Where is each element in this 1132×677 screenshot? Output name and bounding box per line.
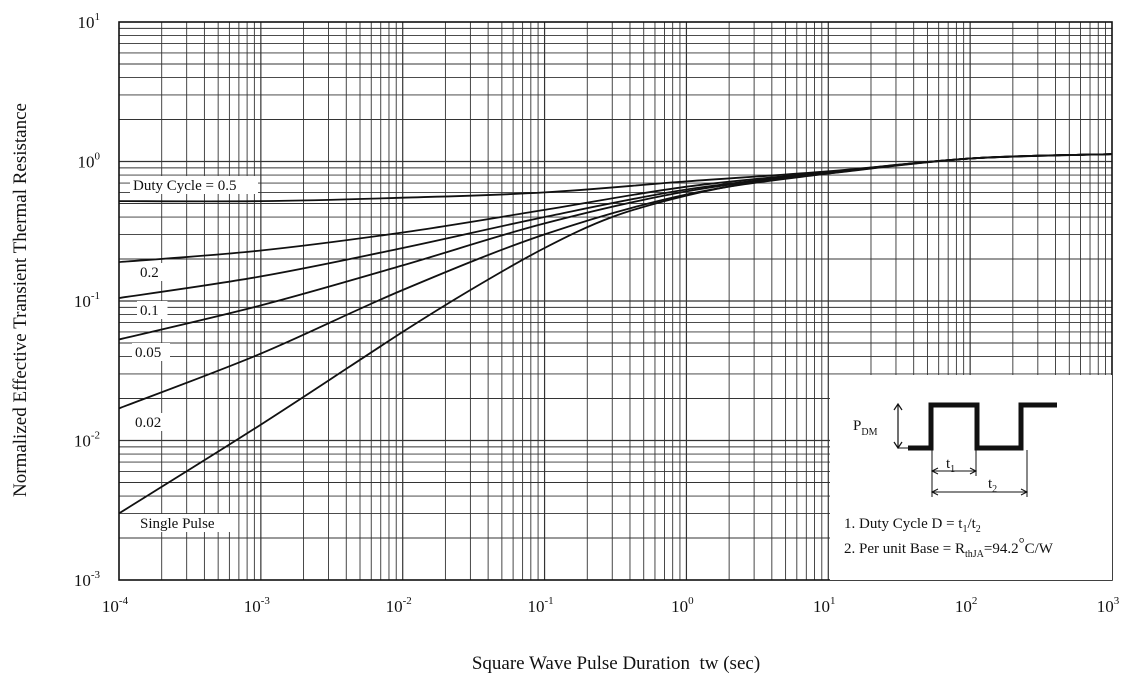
x-tick-label: 10-1: [527, 595, 553, 616]
series-line: [118, 153, 1113, 341]
y-tick-label: 10-3: [74, 569, 101, 590]
inset-box: PDM t1 t2 1. Duty Cycle D = t1/t2: [830, 375, 1112, 580]
x-axis-title: Square Wave Pulse Duration tw (sec): [472, 653, 760, 674]
series-label-bg: [132, 413, 170, 431]
x-tick-label: 101: [813, 595, 836, 616]
series-label: 0.02: [135, 415, 161, 431]
x-tick-label: 100: [671, 595, 694, 616]
series-labels: Duty Cycle = 0.5 0.2 0.1 0.05 0.02 Single Pul…: [130, 176, 258, 532]
series-label-bg: [130, 176, 258, 194]
series-label-bg: [137, 301, 168, 319]
y-tick-label: 101: [78, 11, 101, 32]
pulse-waveform: [908, 402, 1057, 451]
series-line: [118, 153, 1113, 263]
t1-dimension: [930, 450, 1029, 497]
t2-label: t2: [988, 476, 997, 495]
x-tick-label: 10-4: [102, 595, 129, 616]
y-axis-title: Normalized Effective Transient Thermal R…: [10, 103, 31, 497]
series-label: Single Pulse: [140, 516, 215, 532]
series-line: [118, 153, 1113, 515]
series-label: Duty Cycle = 0.5: [133, 178, 236, 194]
x-tick-label: 10-3: [244, 595, 271, 616]
y-tick-label: 10-2: [74, 430, 100, 451]
x-tick-label: 103: [1097, 595, 1120, 616]
x-tick-label: 10-2: [386, 595, 412, 616]
inset-background: [830, 375, 1112, 580]
tick-labels: 10-4 10-3 10-2 10-1 100 101 102 10310-310-210-1…: [74, 11, 1120, 616]
plot-frame: [118, 21, 1113, 581]
series-label-bg: [137, 514, 235, 532]
series-label: 0.1: [140, 303, 159, 319]
x-tick-label: 102: [955, 595, 978, 616]
t1-label: t1: [946, 456, 955, 475]
series-label: 0.2: [140, 265, 159, 281]
y-tick-label: 100: [78, 151, 101, 172]
pdm-label: PDM: [853, 418, 878, 438]
series-line: [118, 153, 1113, 299]
series-label-bg: [132, 343, 170, 361]
duty-cycle-note: 1. Duty Cycle D = t1/t2: [844, 516, 981, 535]
grid-lines: [119, 22, 1112, 580]
series-lines: [118, 153, 1113, 515]
per-unit-base-note: 2. Per unit Base = RthJA=94.2°C/W: [844, 536, 1054, 560]
y-tick-label: 10-1: [74, 290, 100, 311]
series-label: 0.05: [135, 345, 161, 361]
series-label-bg: [137, 263, 168, 281]
